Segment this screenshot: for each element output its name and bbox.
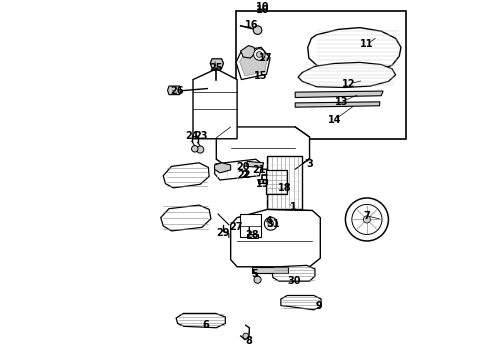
Polygon shape xyxy=(272,265,315,281)
Circle shape xyxy=(243,333,248,339)
Text: 23: 23 xyxy=(195,131,208,141)
Text: 3: 3 xyxy=(306,159,313,169)
Polygon shape xyxy=(215,163,231,173)
Text: 17: 17 xyxy=(259,53,272,63)
Polygon shape xyxy=(236,47,270,80)
Bar xyxy=(240,214,261,237)
Text: 22: 22 xyxy=(238,170,251,180)
Circle shape xyxy=(253,26,262,35)
Text: 2: 2 xyxy=(241,170,247,180)
Text: 16: 16 xyxy=(245,20,258,30)
Text: 27: 27 xyxy=(229,222,243,232)
Polygon shape xyxy=(295,91,383,98)
Bar xyxy=(258,179,267,183)
Polygon shape xyxy=(245,161,264,167)
Text: 12: 12 xyxy=(342,79,356,89)
Polygon shape xyxy=(176,314,225,328)
Bar xyxy=(266,170,287,194)
Text: 31: 31 xyxy=(266,219,280,229)
Text: 29: 29 xyxy=(216,228,229,238)
Circle shape xyxy=(196,146,204,153)
Text: 10: 10 xyxy=(255,5,269,15)
Circle shape xyxy=(364,216,370,223)
Text: 4: 4 xyxy=(266,216,273,226)
Polygon shape xyxy=(295,102,380,107)
Text: 11: 11 xyxy=(360,40,374,49)
Text: 7: 7 xyxy=(364,211,370,221)
Circle shape xyxy=(254,49,265,60)
Polygon shape xyxy=(193,69,237,139)
Circle shape xyxy=(268,221,274,227)
Circle shape xyxy=(192,145,198,152)
Text: 18: 18 xyxy=(278,183,292,193)
Circle shape xyxy=(352,204,382,234)
Text: 30: 30 xyxy=(288,276,301,286)
Text: 20: 20 xyxy=(237,162,250,172)
Text: 10: 10 xyxy=(255,2,269,12)
Polygon shape xyxy=(241,45,256,58)
Circle shape xyxy=(265,217,277,230)
Polygon shape xyxy=(308,28,401,72)
Polygon shape xyxy=(215,159,262,180)
Polygon shape xyxy=(298,62,395,87)
Text: 26: 26 xyxy=(170,86,184,96)
Polygon shape xyxy=(252,267,288,273)
Polygon shape xyxy=(168,86,181,95)
Polygon shape xyxy=(231,210,320,267)
Text: 21: 21 xyxy=(252,165,266,175)
Bar xyxy=(267,156,302,210)
Text: 13: 13 xyxy=(335,97,348,107)
Bar xyxy=(247,234,258,238)
Circle shape xyxy=(254,276,261,283)
Polygon shape xyxy=(240,51,267,76)
Text: 28: 28 xyxy=(245,230,259,239)
Bar xyxy=(236,12,406,139)
Polygon shape xyxy=(281,296,321,310)
Text: 6: 6 xyxy=(202,320,209,330)
Text: 24: 24 xyxy=(185,131,198,141)
Text: 1: 1 xyxy=(290,202,297,212)
Text: 9: 9 xyxy=(315,301,322,311)
Text: 5: 5 xyxy=(252,269,258,279)
Text: 8: 8 xyxy=(246,336,253,346)
Text: 25: 25 xyxy=(209,63,222,73)
Circle shape xyxy=(345,198,389,241)
Polygon shape xyxy=(163,163,209,188)
Polygon shape xyxy=(161,205,211,231)
Circle shape xyxy=(256,51,262,57)
Text: 15: 15 xyxy=(254,71,268,81)
Polygon shape xyxy=(216,127,310,169)
Text: 14: 14 xyxy=(328,115,342,125)
Polygon shape xyxy=(210,59,223,68)
Text: 19: 19 xyxy=(255,179,269,189)
